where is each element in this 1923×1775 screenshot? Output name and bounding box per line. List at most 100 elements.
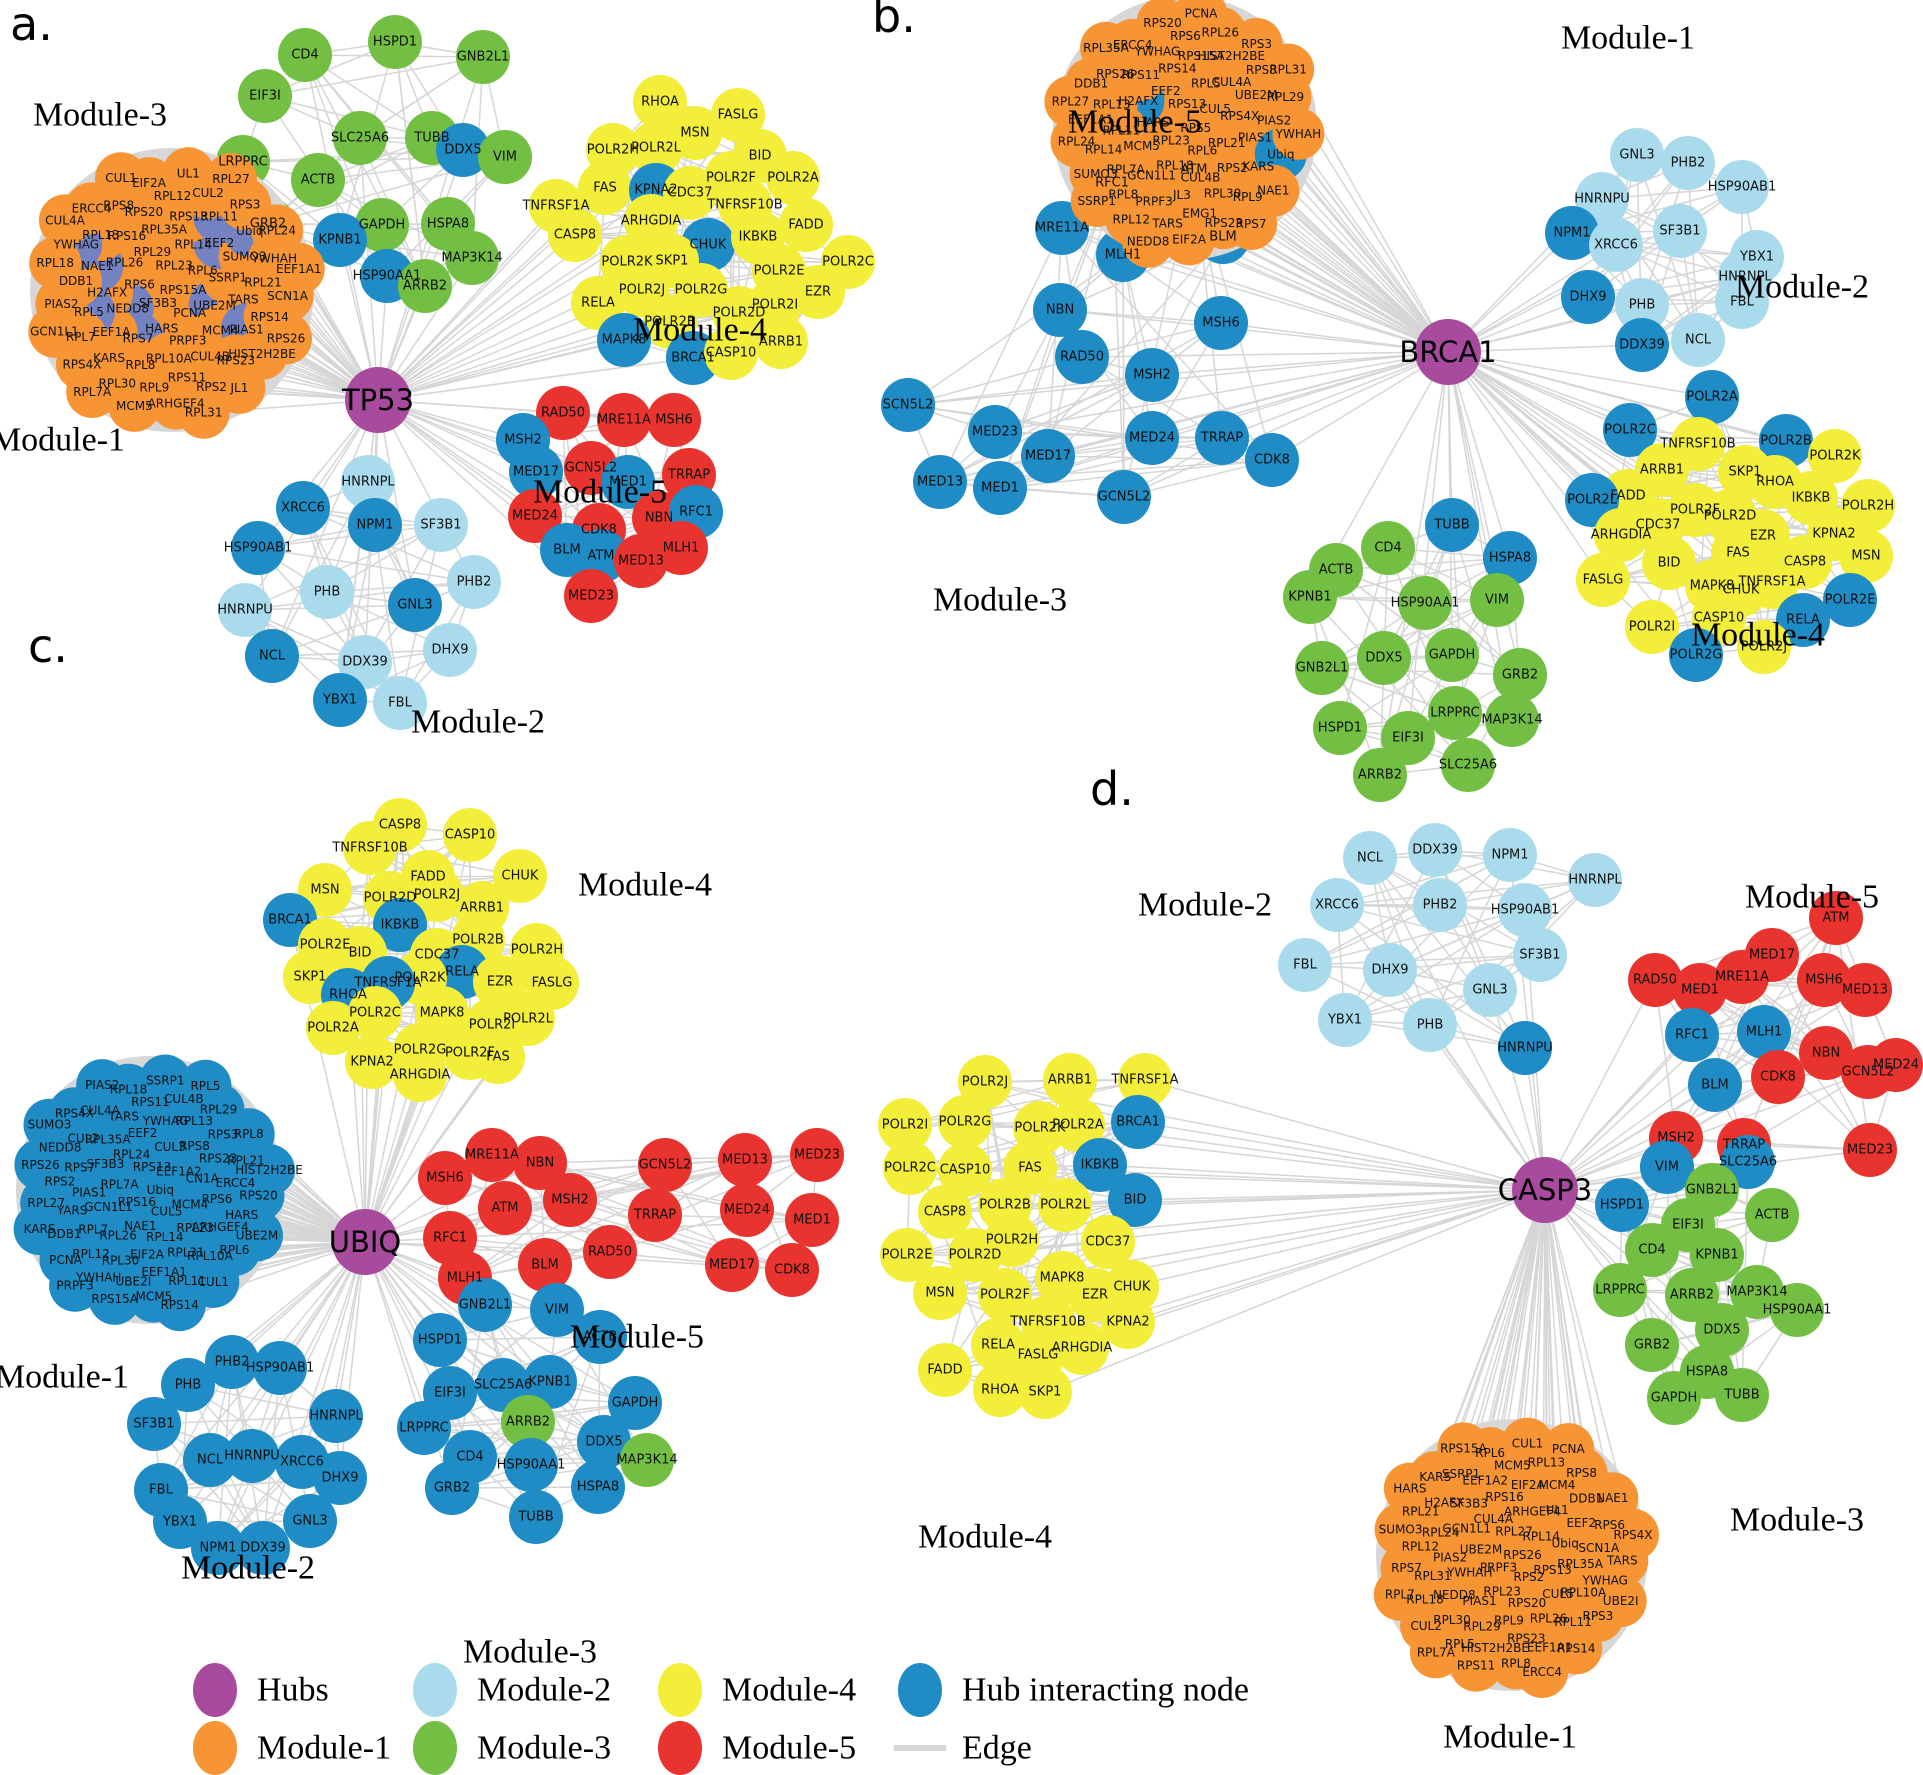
node-NPM1[interactable] xyxy=(1483,828,1537,882)
node-FASLG[interactable] xyxy=(711,88,765,142)
node-DDX39[interactable] xyxy=(338,635,392,689)
node-MSN[interactable] xyxy=(1839,529,1893,583)
node-ARHGDIA[interactable] xyxy=(1055,1321,1109,1375)
node-CASP10[interactable] xyxy=(704,326,758,380)
node-POLR2F[interactable] xyxy=(978,1268,1032,1322)
node-HSP90AA1[interactable] xyxy=(504,1438,558,1492)
node-CD4[interactable] xyxy=(1361,521,1415,575)
node-MSH6[interactable] xyxy=(647,393,701,447)
node-GNL3[interactable] xyxy=(283,1494,337,1548)
node-RPL27[interactable] xyxy=(1044,75,1097,128)
node-CD4[interactable] xyxy=(278,28,332,82)
node-HSP90AB1[interactable] xyxy=(231,521,285,575)
node-ARHGDIA[interactable] xyxy=(1594,508,1648,562)
node-DDX5[interactable] xyxy=(1695,1303,1749,1357)
node-GRB2[interactable] xyxy=(1625,1318,1679,1372)
node-MED1[interactable] xyxy=(973,461,1027,515)
node-DDX5[interactable] xyxy=(577,1415,631,1469)
node-DDX39[interactable] xyxy=(1615,318,1669,372)
node-MED1[interactable] xyxy=(785,1193,839,1247)
node-MED13[interactable] xyxy=(913,455,967,509)
node-YBX1[interactable] xyxy=(153,1495,207,1549)
node-EZR[interactable] xyxy=(791,265,845,319)
node-ERCC4[interactable] xyxy=(1516,1646,1569,1698)
node-FADD[interactable] xyxy=(779,198,833,252)
node-CASP10[interactable] xyxy=(443,808,497,862)
node-MED13[interactable] xyxy=(1838,963,1892,1017)
node-YBX1[interactable] xyxy=(313,673,367,727)
node-FAS[interactable] xyxy=(471,1030,525,1084)
node-KPNA2[interactable] xyxy=(1101,1295,1155,1349)
node-XRCC6[interactable] xyxy=(1310,878,1364,932)
hub-BRCA1[interactable] xyxy=(1415,319,1481,385)
node-ARHGDIA[interactable] xyxy=(624,194,678,248)
node-DDX5[interactable] xyxy=(436,123,490,177)
node-PHB2[interactable] xyxy=(205,1335,259,1389)
node-DHX9[interactable] xyxy=(313,1451,367,1505)
node-HARS[interactable] xyxy=(1383,1462,1436,1515)
node-MED24[interactable] xyxy=(720,1183,774,1237)
node-NEDD8[interactable] xyxy=(1122,215,1175,268)
node-NPM1[interactable] xyxy=(191,1521,245,1575)
node-POLR2L[interactable] xyxy=(1038,1178,1092,1232)
node-POLR2C[interactable] xyxy=(1603,403,1657,457)
node-ARRB2[interactable] xyxy=(1353,748,1407,802)
node-MRE11A[interactable] xyxy=(465,1128,519,1182)
hub-UBIQ[interactable] xyxy=(332,1209,398,1275)
node-XRCC6[interactable] xyxy=(276,481,330,535)
node-MSN[interactable] xyxy=(298,863,352,917)
node-HIST2H2BE[interactable] xyxy=(243,1144,295,1197)
node-HSP90AA1[interactable] xyxy=(1398,576,1452,630)
node-BRCA1[interactable] xyxy=(1111,1095,1165,1149)
node-NPM1[interactable] xyxy=(1545,206,1599,260)
node-MED17[interactable] xyxy=(1021,429,1075,483)
node-YBX1[interactable] xyxy=(1318,993,1372,1047)
node-TNFRSF1A[interactable] xyxy=(1745,555,1799,609)
node-ACTB[interactable] xyxy=(291,153,345,207)
node-BLM[interactable] xyxy=(518,1238,572,1292)
node-RPL31[interactable] xyxy=(1262,43,1315,96)
node-CDC37[interactable] xyxy=(1081,1215,1135,1269)
node-CASP10[interactable] xyxy=(938,1143,992,1197)
node-EIF3I[interactable] xyxy=(1381,711,1435,765)
node-RPL24[interactable] xyxy=(1050,115,1103,168)
node-MRE11A[interactable] xyxy=(597,393,651,447)
node-FBL[interactable] xyxy=(1715,275,1769,329)
node-POLR2I[interactable] xyxy=(1625,600,1679,654)
node-MAP3K14[interactable] xyxy=(1485,693,1539,747)
node-UBE2M[interactable] xyxy=(231,1209,283,1262)
node-MED23[interactable] xyxy=(968,405,1022,459)
node-HNRNPL[interactable] xyxy=(341,455,395,509)
node-MED24[interactable] xyxy=(1869,1038,1923,1092)
node-POLR2G[interactable] xyxy=(1669,628,1723,682)
node-NCL[interactable] xyxy=(245,629,299,683)
node-POLR2A[interactable] xyxy=(1051,1098,1105,1152)
node-CDK8[interactable] xyxy=(1245,433,1299,487)
node-HSPA8[interactable] xyxy=(1483,531,1537,585)
node-MSH2[interactable] xyxy=(543,1173,597,1227)
node-MSH6[interactable] xyxy=(1797,953,1851,1007)
node-NBN[interactable] xyxy=(1799,1026,1853,1080)
node-CASP8[interactable] xyxy=(918,1185,972,1239)
node-GCN1L1[interactable] xyxy=(28,305,81,358)
node-MED23[interactable] xyxy=(564,569,618,623)
node-EEF1A1[interactable] xyxy=(272,242,325,295)
node-SF3B1[interactable] xyxy=(1653,204,1707,258)
node-HNRNPU[interactable] xyxy=(1498,1021,1552,1075)
node-NPM1[interactable] xyxy=(348,498,402,552)
node-MAP3K14[interactable] xyxy=(445,231,499,285)
node-GAPDH[interactable] xyxy=(355,198,409,252)
node-HSP90AB1[interactable] xyxy=(1498,883,1552,937)
node-POLR2J[interactable] xyxy=(410,868,464,922)
node-POLR2G[interactable] xyxy=(938,1095,992,1149)
node-MRE11A[interactable] xyxy=(1715,950,1769,1004)
node-CDK8[interactable] xyxy=(765,1243,819,1297)
node-HSPD1[interactable] xyxy=(413,1313,467,1367)
node-EIF3I[interactable] xyxy=(238,69,292,123)
node-RPL7A[interactable] xyxy=(1409,1626,1462,1679)
node-DHX9[interactable] xyxy=(1363,943,1417,997)
node-CASP8[interactable] xyxy=(548,208,602,262)
node-RPS14[interactable] xyxy=(153,1279,206,1332)
node-SCN5L2[interactable] xyxy=(881,378,935,432)
node-NCL[interactable] xyxy=(183,1433,237,1487)
